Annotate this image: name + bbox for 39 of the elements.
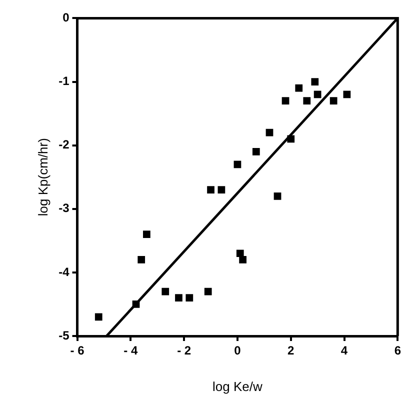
y-tick-label: -4 [58,264,70,279]
x-tick-label: 2 [288,344,295,358]
point [274,192,282,200]
point [234,160,242,168]
y-tick-label: -1 [58,74,70,88]
x-tick-label: - 2 [177,344,192,358]
x-tick-label: - 6 [70,344,85,358]
x-tick-label: 6 [394,344,402,358]
y-tick-label: -5 [58,328,70,342]
x-tick-label: 4 [340,344,348,358]
point [162,288,170,296]
point [252,148,260,156]
y-tick-label: 0 [62,10,70,25]
point [175,294,182,302]
point [287,135,295,143]
point [94,313,102,321]
point [143,230,150,238]
point [204,288,212,296]
y-tick-label: -3 [58,201,70,216]
point [303,97,311,105]
y-tick-label: -2 [58,138,70,152]
point [236,250,244,258]
point [282,97,290,105]
x-tick-label: - 4 [124,344,138,358]
point [186,294,194,302]
point [132,300,140,308]
point [239,256,246,264]
x-axis-title: log Ke/w [212,378,263,394]
point [311,78,319,86]
point [343,90,351,98]
point [207,186,214,194]
point [138,256,146,264]
point [266,128,274,136]
y-axis-title: log Kp(cm/hr) [35,138,50,216]
point [218,186,226,194]
point [330,97,338,105]
point [295,84,303,92]
point [314,90,322,98]
x-tick-label: 0 [234,344,242,358]
